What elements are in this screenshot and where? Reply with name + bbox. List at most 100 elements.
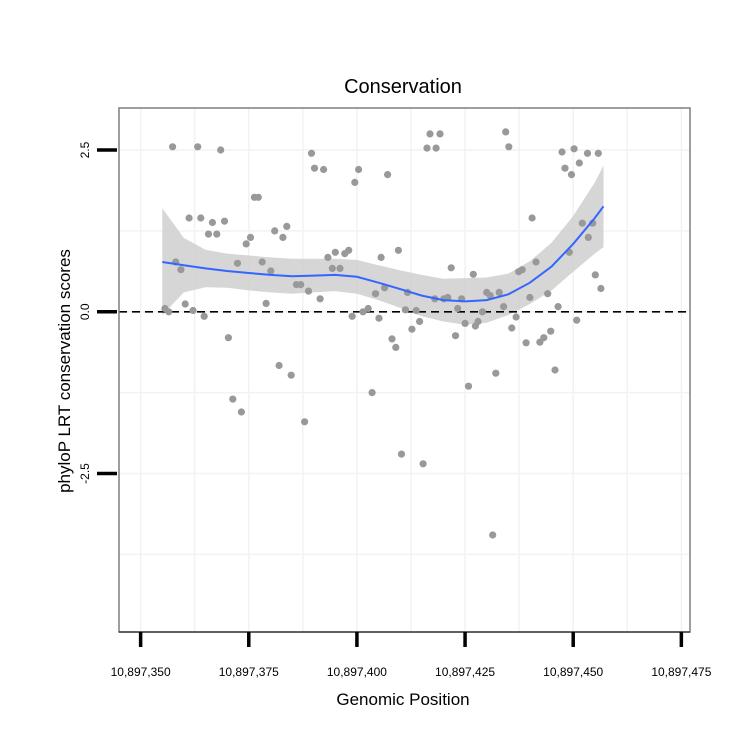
data-point: [597, 284, 605, 293]
data-point: [368, 389, 376, 397]
data-point: [508, 324, 516, 332]
chart-title: Conservation: [344, 76, 462, 98]
data-point: [316, 295, 324, 303]
data-point: [287, 371, 295, 379]
data-point: [419, 460, 427, 468]
data-point: [518, 266, 526, 274]
data-point: [310, 164, 319, 172]
x-tick-label: 10,897,425: [435, 665, 495, 679]
data-point: [320, 165, 328, 174]
data-point: [194, 143, 202, 151]
data-point: [486, 292, 494, 300]
data-point: [447, 264, 455, 272]
data-point: [297, 281, 305, 289]
data-point: [408, 325, 416, 333]
plot-panel: [118, 107, 691, 633]
data-point: [304, 287, 313, 295]
data-point: [547, 327, 555, 335]
data-point: [189, 306, 197, 315]
data-point: [570, 145, 578, 153]
smooth-line-group: [162, 205, 605, 303]
data-point: [351, 178, 359, 186]
data-point: [229, 395, 237, 403]
x-tick-label: 10,897,375: [219, 665, 279, 679]
data-point: [384, 171, 392, 179]
data-point: [394, 246, 402, 254]
data-point: [567, 171, 576, 179]
y-tick-label: 2.5: [78, 141, 92, 158]
data-point: [242, 240, 250, 248]
confidence-ribbon: [162, 165, 604, 325]
data-point: [279, 233, 287, 241]
data-point: [558, 148, 566, 156]
data-point: [397, 450, 406, 458]
data-point: [331, 248, 339, 256]
data-point: [237, 408, 245, 416]
data-point: [213, 230, 221, 238]
data-point: [200, 312, 208, 320]
x-tick-label: 10,897,475: [651, 665, 711, 679]
data-point: [573, 316, 581, 324]
data-point: [220, 217, 229, 225]
data-point: [348, 312, 356, 320]
data-point: [551, 366, 559, 374]
data-point: [495, 288, 503, 296]
data-point: [423, 144, 431, 152]
data-point: [283, 222, 291, 230]
data-point: [528, 214, 536, 222]
data-point: [526, 293, 534, 302]
data-point: [554, 303, 562, 311]
data-point: [301, 418, 309, 426]
data-point: [208, 218, 216, 227]
data-point: [169, 143, 177, 151]
data-point: [540, 334, 548, 342]
x-tick-label: 10,897,450: [543, 665, 603, 679]
y-axis-title: phyloP LRT conservation scores: [55, 249, 74, 493]
data-point: [204, 230, 213, 238]
data-point: [522, 339, 530, 347]
data-point: [271, 227, 279, 235]
data-point: [416, 317, 424, 326]
data-point: [165, 308, 173, 316]
y-tick-label: 0.0: [78, 303, 92, 320]
data-point: [436, 130, 444, 138]
x-axis: 10,897,350 10,897,375 10,897,400 10,897,425…: [111, 631, 712, 679]
confidence-ribbon-group: [162, 165, 604, 325]
data-point: [258, 258, 266, 266]
data-point: [377, 253, 385, 261]
x-tick-label: 10,897,350: [111, 665, 171, 679]
data-point: [561, 164, 569, 172]
data-point: [181, 300, 189, 308]
panel-background: [119, 108, 690, 632]
data-point: [500, 303, 508, 311]
data-point: [474, 317, 482, 326]
data-point: [489, 531, 497, 539]
data-point: [388, 335, 396, 343]
data-point: [359, 308, 367, 316]
x-axis-title: Genomic Position: [336, 690, 469, 709]
data-point: [275, 361, 283, 370]
data-point: [454, 304, 462, 313]
y-tick-label: -2.5: [78, 463, 92, 484]
data-point: [478, 308, 486, 316]
data-point: [583, 149, 592, 157]
data-point: [328, 264, 336, 272]
data-point: [375, 314, 383, 322]
data-point: [584, 233, 592, 241]
data-point: [594, 149, 602, 157]
data-point: [432, 144, 440, 152]
data-point: [177, 266, 185, 274]
data-point: [505, 143, 513, 151]
data-point: [233, 259, 242, 267]
data-point: [262, 299, 270, 307]
data-point: [224, 334, 232, 342]
data-point: [532, 258, 540, 266]
data-point: [464, 382, 473, 390]
points-group: [161, 128, 605, 539]
data-point: [324, 253, 332, 261]
data-point: [336, 264, 344, 272]
data-point: [544, 290, 552, 298]
data-point: [502, 128, 510, 136]
smooth-line: [162, 205, 605, 303]
